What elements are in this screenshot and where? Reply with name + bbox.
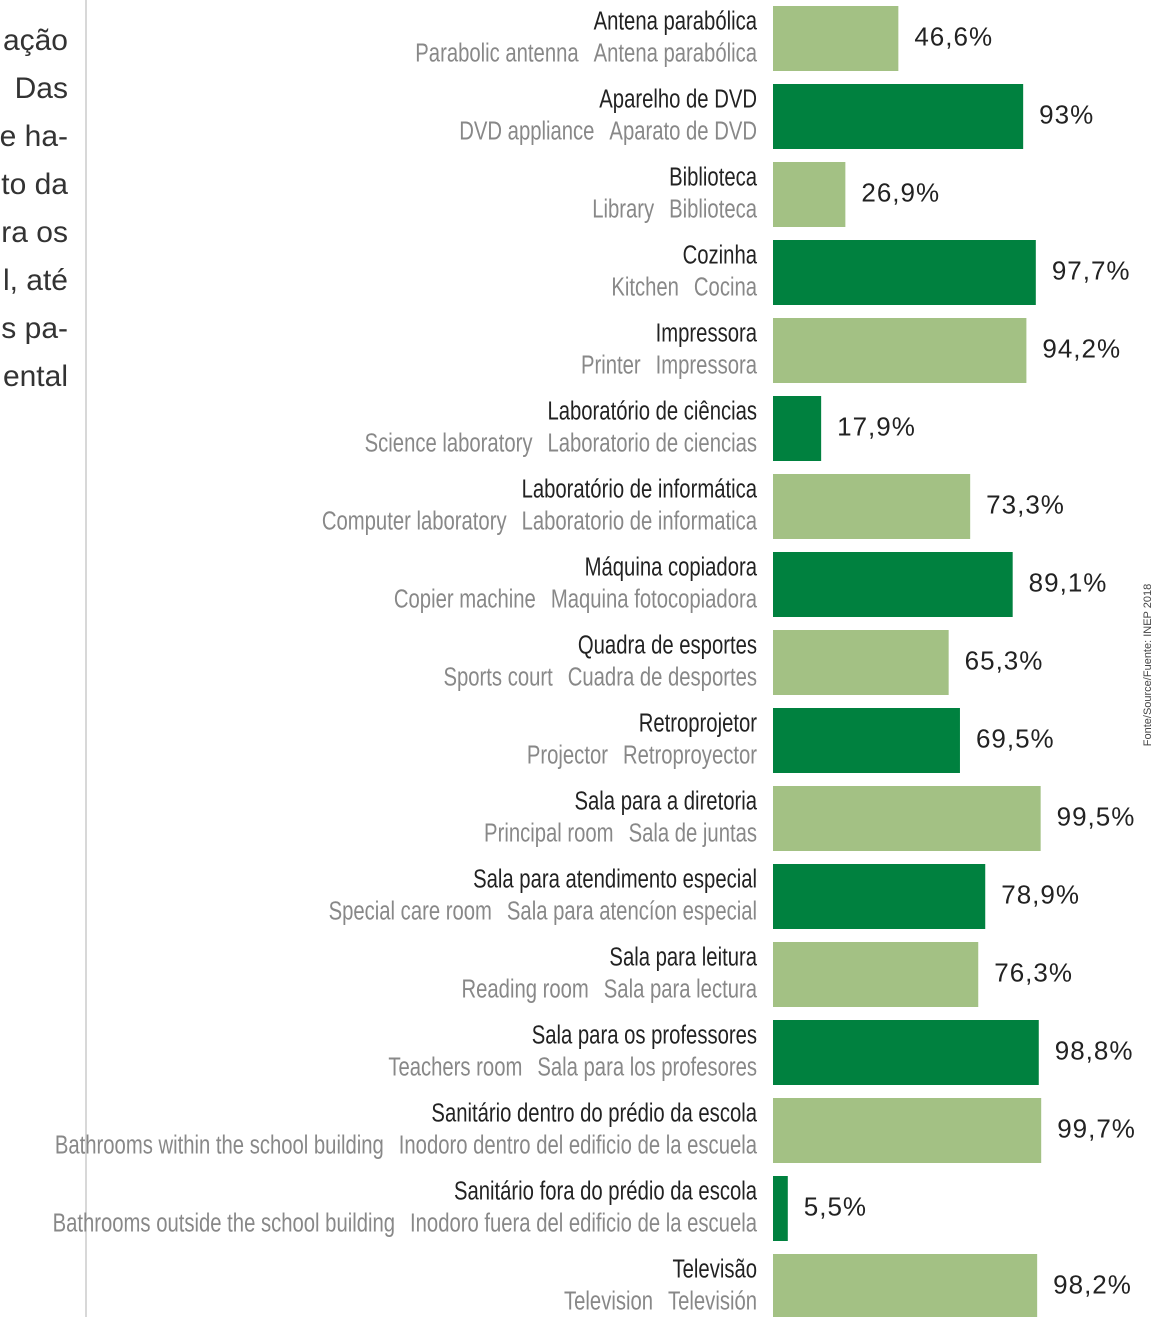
- category-label: Televisão: [673, 1254, 757, 1283]
- category-label-en: DVD appliance: [459, 116, 594, 145]
- bar: [773, 396, 822, 461]
- side-text: s pa-: [1, 312, 68, 345]
- category-label: Sanitário dentro do prédio da escola: [431, 1098, 757, 1127]
- bar: [773, 318, 1027, 383]
- category-label-en: Reading room: [462, 974, 589, 1003]
- value-label: 5,5%: [804, 1191, 867, 1221]
- category-label: Biblioteca: [669, 162, 757, 191]
- side-text: to da: [1, 168, 68, 201]
- category-label-es: Cocina: [694, 272, 757, 301]
- category-label-en: Parabolic antenna: [415, 38, 578, 67]
- bar: [773, 84, 1024, 149]
- category-label-es: Laboratorio de informatica: [522, 506, 757, 535]
- category-label: Antena parabólica: [594, 6, 757, 35]
- category-label-es: Impressora: [656, 350, 757, 379]
- category-label: Impressora: [656, 318, 757, 347]
- category-label: Sala para atendimento especial: [473, 864, 757, 893]
- value-label: 98,8%: [1055, 1035, 1134, 1065]
- bar: [773, 552, 1013, 617]
- category-label-en: Projector: [527, 740, 608, 769]
- bar: [773, 1020, 1039, 1085]
- category-label: Retroprojetor: [639, 708, 757, 737]
- value-label: 99,5%: [1057, 801, 1136, 831]
- category-label-es: Aparato de DVD: [609, 116, 757, 145]
- category-label: Quadra de esportes: [578, 630, 757, 659]
- bar: [773, 474, 971, 539]
- category-label-en: Science laboratory: [365, 428, 533, 457]
- category-label-en: Bathrooms within the school building: [55, 1130, 384, 1159]
- bar: [773, 240, 1036, 305]
- category-label-es: Televisión: [668, 1286, 757, 1315]
- category-label-es: Retroproyector: [623, 740, 757, 769]
- value-label: 76,3%: [994, 957, 1073, 987]
- value-label: 46,6%: [914, 21, 993, 51]
- category-label-es: Inodoro dentro del edificio de la escuel…: [399, 1130, 757, 1159]
- category-label-en: Principal room: [484, 818, 614, 847]
- category-label-en: Sports court: [444, 662, 554, 691]
- bar: [773, 1254, 1038, 1317]
- side-text: ental: [3, 360, 68, 393]
- category-label-es: Antena parabólica: [594, 38, 757, 67]
- bar: [773, 1098, 1042, 1163]
- category-label-es: Laboratorio de ciencias: [547, 428, 757, 457]
- category-label: Laboratório de informática: [522, 474, 757, 503]
- value-label: 93%: [1039, 99, 1094, 129]
- value-label: 26,9%: [861, 177, 940, 207]
- category-label-es: Inodoro fuera del edificio de la escuela: [410, 1208, 757, 1237]
- value-label: 94,2%: [1042, 333, 1121, 363]
- category-label-en: Special care room: [329, 896, 492, 925]
- category-label-en: Television: [564, 1286, 653, 1315]
- category-label-en: Copier machine: [394, 584, 536, 613]
- category-label: Cozinha: [683, 240, 757, 269]
- bar: [773, 162, 846, 227]
- category-label-en: Bathrooms outside the school building: [53, 1208, 395, 1237]
- category-label-en: Teachers room: [388, 1052, 522, 1081]
- category-label-es: Sala para los profesores: [537, 1052, 757, 1081]
- category-label: Aparelho de DVD: [599, 84, 757, 113]
- value-label: 99,7%: [1057, 1113, 1136, 1143]
- category-label-en: Printer: [581, 350, 641, 379]
- bar: [773, 942, 979, 1007]
- category-label-en: Kitchen: [611, 272, 679, 301]
- value-label: 78,9%: [1001, 879, 1080, 909]
- value-label: 98,2%: [1053, 1269, 1132, 1299]
- bar: [773, 1176, 788, 1241]
- category-label: Laboratório de ciências: [547, 396, 757, 425]
- side-text: ação: [3, 24, 68, 57]
- value-label: 97,7%: [1052, 255, 1131, 285]
- category-label-es: Cuadra de desportes: [568, 662, 757, 691]
- value-label: 73,3%: [986, 489, 1065, 519]
- side-text: Das: [15, 72, 68, 105]
- source: Fonte/Source/Fuente: INEP 2018: [1142, 584, 1151, 746]
- value-label: 65,3%: [965, 645, 1044, 675]
- side-text: ra os: [1, 216, 68, 249]
- category-label: Sanitário fora do prédio da escola: [454, 1176, 757, 1205]
- category-label-en: Computer laboratory: [322, 506, 507, 535]
- value-label: 69,5%: [976, 723, 1055, 753]
- category-label-en: Library: [592, 194, 654, 223]
- value-label: 89,1%: [1029, 567, 1108, 597]
- category-label: Máquina copiadora: [585, 552, 757, 581]
- bar: [773, 630, 949, 695]
- bar: [773, 786, 1041, 851]
- category-label: Sala para leitura: [609, 942, 757, 971]
- side-text: e ha-: [0, 120, 68, 153]
- side-text: l, até: [3, 264, 68, 297]
- bar: [773, 864, 986, 929]
- category-label-es: Maquina fotocopiadora: [551, 584, 757, 613]
- category-label-es: Sala para atencíon especial: [507, 896, 757, 925]
- category-label: Sala para a diretoria: [575, 786, 758, 815]
- bar: [773, 708, 960, 773]
- category-label: Sala para os professores: [532, 1020, 757, 1049]
- value-label: 17,9%: [837, 411, 916, 441]
- bar: [773, 6, 899, 71]
- category-label-es: Sala para lectura: [604, 974, 757, 1003]
- category-label-es: Biblioteca: [669, 194, 757, 223]
- category-label-es: Sala de juntas: [629, 818, 757, 847]
